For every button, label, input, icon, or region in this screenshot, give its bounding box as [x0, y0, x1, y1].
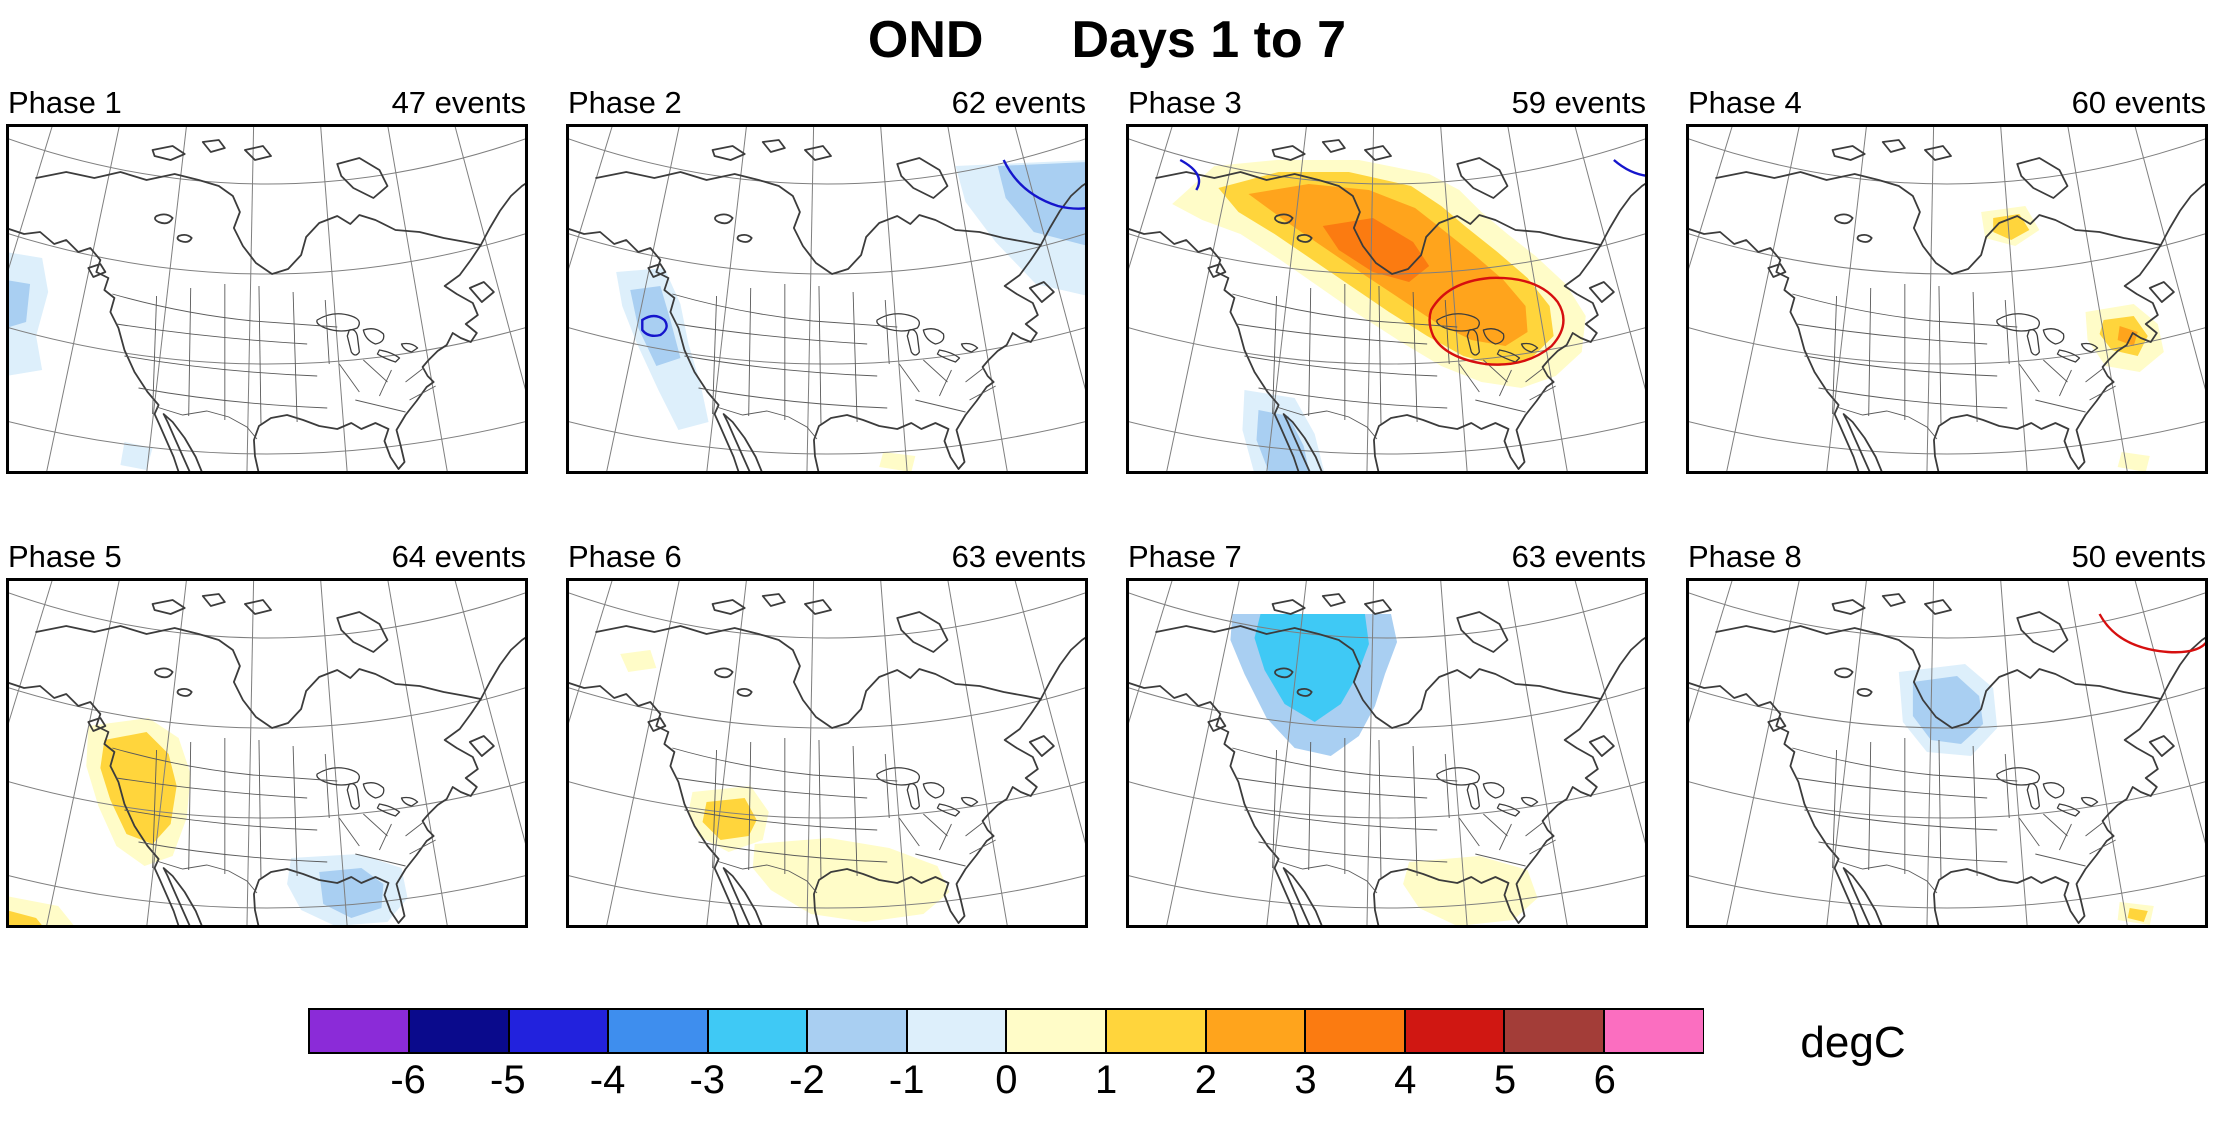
colorbar-cell	[907, 1010, 1008, 1052]
panel-header: Phase 4 60 events	[1686, 85, 2208, 124]
title-range: Days 1 to 7	[1071, 11, 1347, 69]
colorbar-tick: 5	[1493, 1058, 1517, 1102]
colorbar-cell	[1505, 1010, 1605, 1052]
events-count: 50 events	[2071, 539, 2206, 574]
colorbar-cell	[1206, 1010, 1307, 1052]
map-phase-1	[6, 124, 528, 474]
panel-phase-8: Phase 8 50 events	[1686, 539, 2208, 928]
panel-phase-7: Phase 7 63 events	[1126, 539, 1648, 928]
panel-header: Phase 2 62 events	[566, 85, 1088, 124]
colorbar-tick: 2	[1194, 1058, 1217, 1102]
phase-label: Phase 4	[1688, 85, 1802, 120]
colorbar-tick: -5	[490, 1058, 526, 1102]
panel-header: Phase 5 64 events	[6, 539, 528, 578]
map-phase-8	[1686, 578, 2208, 928]
panel-phase-1: Phase 1 47 events	[6, 85, 528, 474]
panel-phase-3: Phase 3 59 events	[1126, 85, 1648, 474]
colorbar-tick: -6	[390, 1058, 426, 1102]
colorbar-cell	[409, 1010, 510, 1052]
colorbar-cell	[310, 1010, 410, 1052]
colorbar-tick: -2	[789, 1058, 825, 1102]
colorbar-cell	[808, 1010, 908, 1052]
map-phase-4	[1686, 124, 2208, 474]
events-count: 47 events	[391, 85, 526, 120]
colorbar-cell	[509, 1010, 610, 1052]
colorbar-tick: 4	[1394, 1058, 1417, 1102]
colorbar-cell	[1306, 1010, 1406, 1052]
map-phase-3	[1126, 124, 1648, 474]
colorbar-tick: -4	[589, 1058, 626, 1102]
colorbar-tick: -3	[689, 1058, 726, 1102]
colorbar-cells	[308, 1008, 1705, 1054]
colorbar-row: -6 -5 -4 -3 -2 -1 0 1 2 3 4 5 6 degC	[0, 1008, 2214, 1108]
panel-header: Phase 3 59 events	[1126, 85, 1648, 124]
map-phase-5	[6, 578, 528, 928]
panel-header: Phase 7 63 events	[1126, 539, 1648, 578]
figure-title: OND Days 1 to 7	[0, 0, 2214, 70]
panel-phase-2: Phase 2 62 events	[566, 85, 1088, 474]
panel-header: Phase 6 63 events	[566, 539, 1088, 578]
panel-phase-6: Phase 6 63 events	[566, 539, 1088, 928]
map-phase-2	[566, 124, 1088, 474]
colorbar-cell	[1405, 1010, 1506, 1052]
phase-label: Phase 1	[8, 85, 122, 120]
colorbar-tick: 3	[1294, 1058, 1317, 1102]
panel-phase-4: Phase 4 60 events	[1686, 85, 2208, 474]
colorbar-tick: 1	[1094, 1058, 1118, 1102]
panel-header: Phase 1 47 events	[6, 85, 528, 124]
colorbar-unit-label: degC	[1800, 1018, 1906, 1067]
phase-label: Phase 5	[8, 539, 122, 574]
map-phase-6	[566, 578, 1088, 928]
colorbar-tick: 6	[1593, 1058, 1616, 1102]
colorbar-cell	[1007, 1010, 1108, 1052]
panel-header: Phase 8 50 events	[1686, 539, 2208, 578]
colorbar-cell	[1107, 1010, 1207, 1052]
title-season: OND	[867, 11, 984, 69]
phase-label: Phase 7	[1128, 539, 1242, 574]
events-count: 62 events	[951, 85, 1086, 120]
colorbar-cell	[609, 1010, 709, 1052]
map-phase-7	[1126, 578, 1648, 928]
colorbar: -6 -5 -4 -3 -2 -1 0 1 2 3 4 5 6	[308, 1008, 1705, 1108]
colorbar-tick: 0	[995, 1058, 1018, 1102]
events-count: 60 events	[2071, 85, 2206, 120]
phase-label: Phase 2	[568, 85, 682, 120]
panel-grid: Phase 1 47 events Phase 2 62 events Phase 3 5…	[0, 85, 2214, 928]
events-count: 64 events	[391, 539, 526, 574]
colorbar-tick: -1	[888, 1058, 925, 1102]
events-count: 63 events	[1511, 539, 1646, 574]
colorbar-ticks: -6 -5 -4 -3 -2 -1 0 1 2 3 4 5 6	[308, 1058, 1704, 1108]
panel-phase-5: Phase 5 64 events	[6, 539, 528, 928]
events-count: 63 events	[951, 539, 1086, 574]
events-count: 59 events	[1511, 85, 1646, 120]
phase-label: Phase 3	[1128, 85, 1242, 120]
phase-label: Phase 8	[1688, 539, 1802, 574]
colorbar-cell	[708, 1010, 809, 1052]
colorbar-cell	[1604, 1010, 1703, 1052]
phase-label: Phase 6	[568, 539, 682, 574]
